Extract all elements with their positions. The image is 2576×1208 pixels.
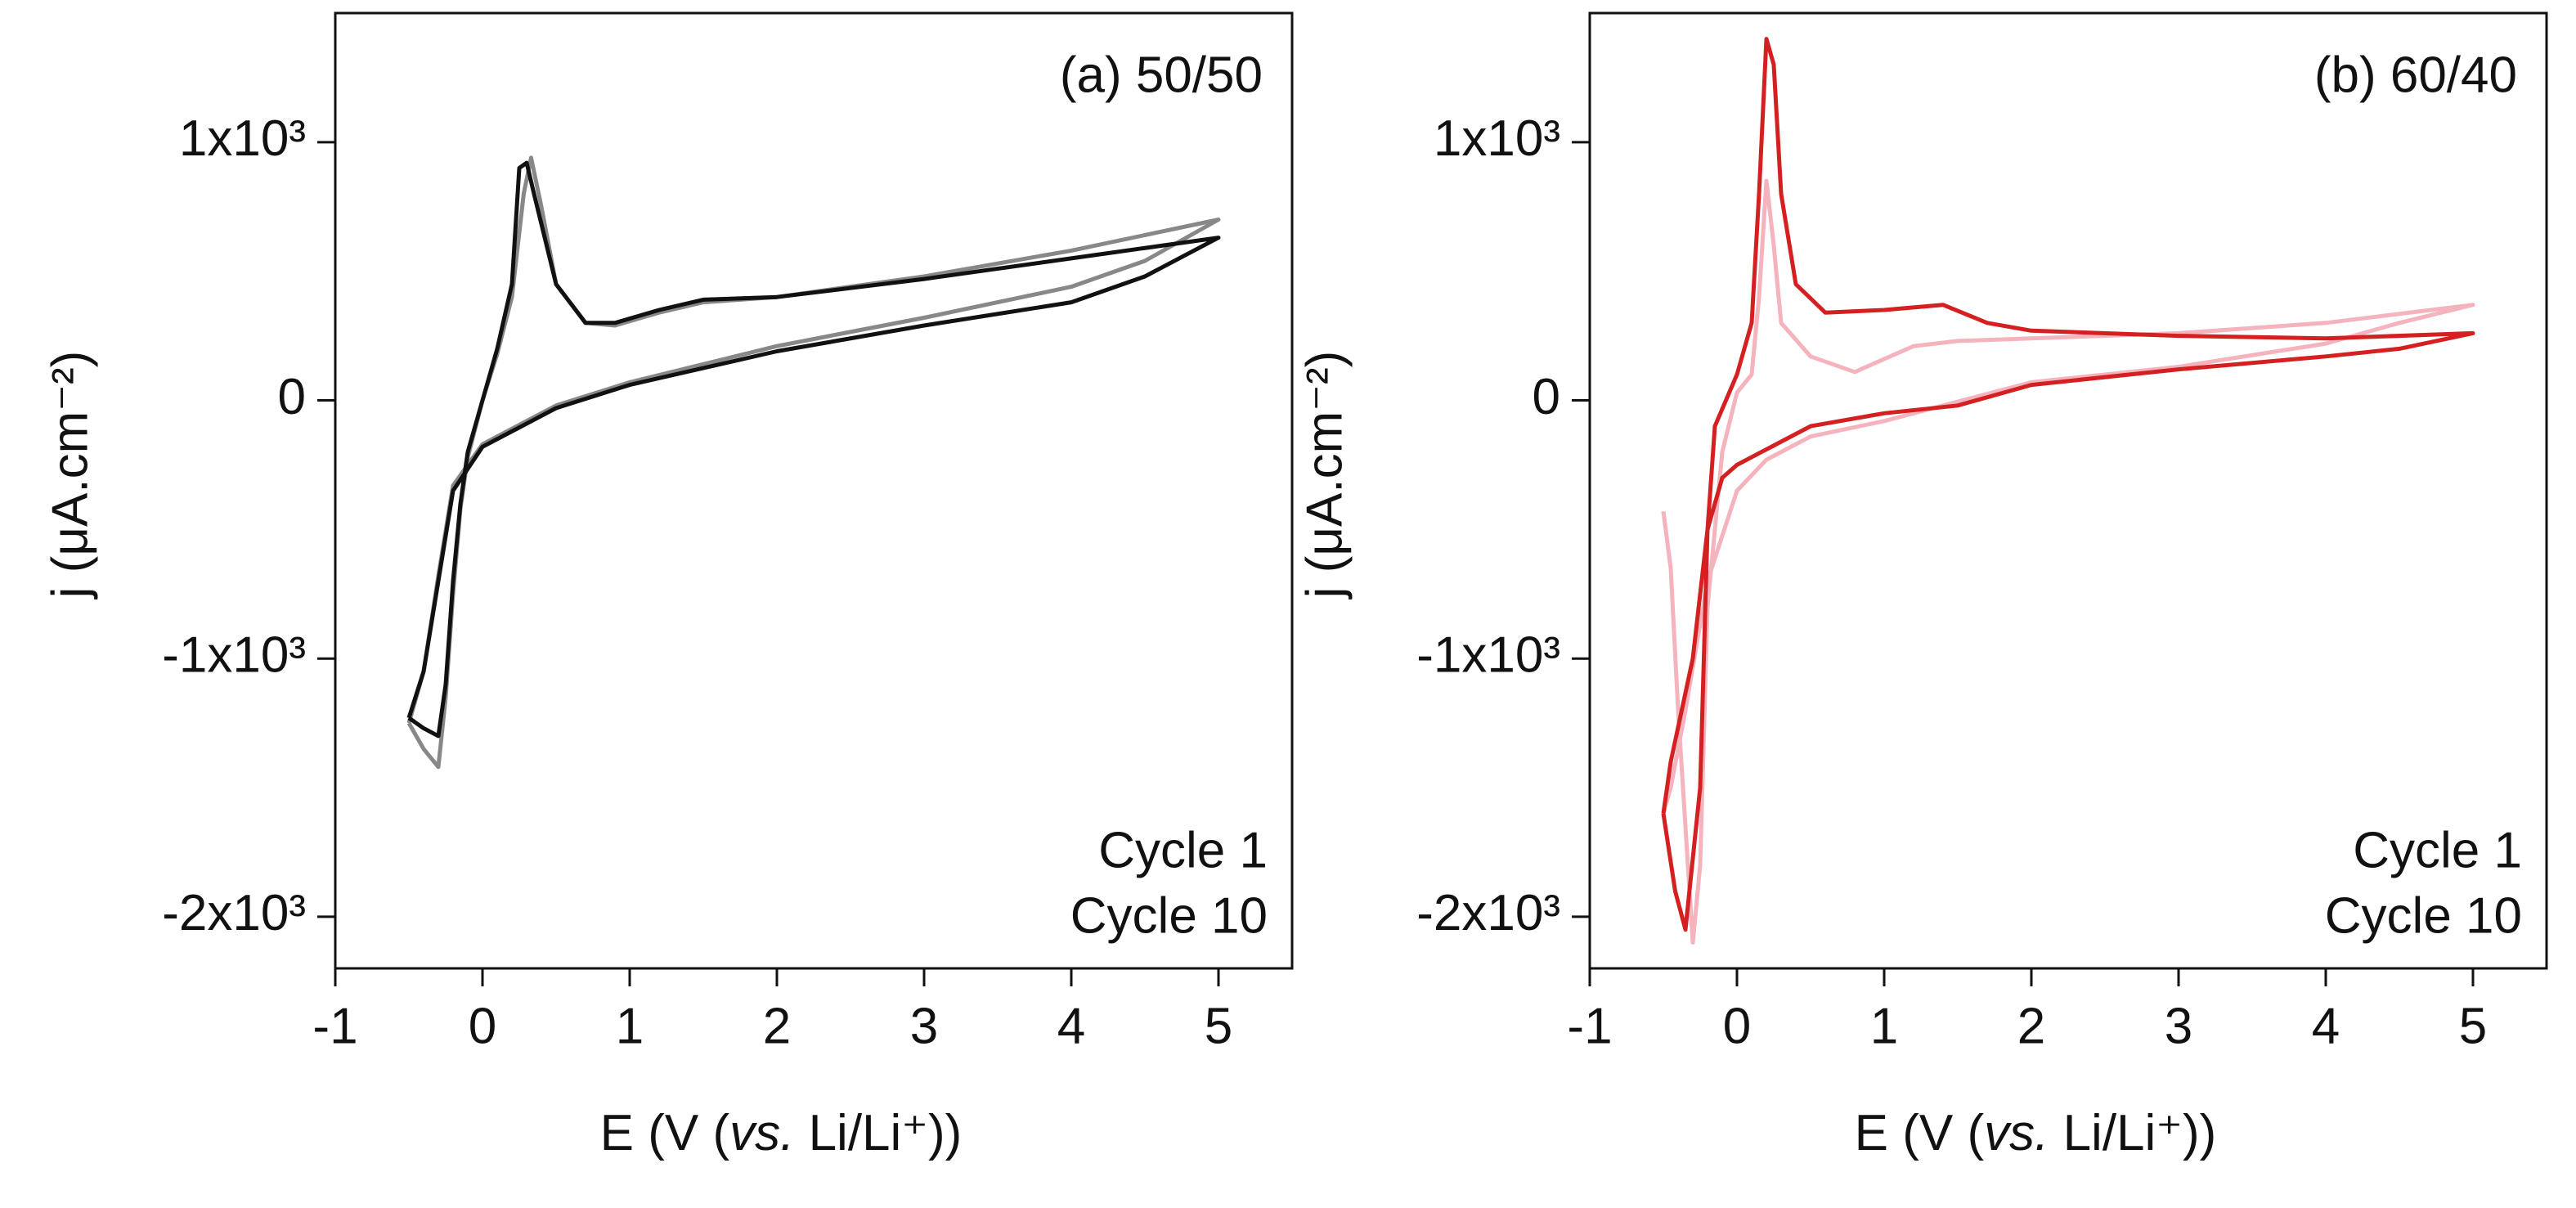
x-axis-label-part: E (V ( xyxy=(1855,1105,1985,1161)
legend-entry: Cycle 10 xyxy=(1070,887,1268,944)
x-tick-label: 3 xyxy=(910,998,938,1054)
y-tick-label: 0 xyxy=(278,369,306,425)
x-axis-label: E (V (vs. Li/Li⁺)) xyxy=(1855,1105,2217,1161)
x-tick-label: 5 xyxy=(2459,998,2487,1054)
data-line xyxy=(406,155,1221,770)
x-axis-label-part: vs. xyxy=(729,1105,794,1161)
y-axis-label: j (μA.cm⁻²) xyxy=(42,351,98,600)
x-axis-label-part: Li/Li⁺)) xyxy=(2049,1105,2216,1161)
y-tick-label: 0 xyxy=(1533,369,1560,425)
y-tick-label: 1x10³ xyxy=(179,110,306,167)
x-tick-label: 0 xyxy=(469,998,496,1054)
legend-entry: Cycle 10 xyxy=(2325,887,2522,944)
x-axis-label-part: vs. xyxy=(1984,1105,2049,1161)
x-tick-label: -1 xyxy=(1567,998,1612,1054)
data-line xyxy=(1661,37,2475,932)
x-tick-label: 4 xyxy=(2312,998,2340,1054)
panel-title: (a) 50/50 xyxy=(1060,47,1263,103)
y-tick-label: -2x10³ xyxy=(162,885,306,941)
legend-entry: Cycle 1 xyxy=(1098,822,1268,878)
data-line xyxy=(1661,178,2475,945)
y-tick-label: -2x10³ xyxy=(1416,885,1560,941)
x-tick-label: 1 xyxy=(616,998,644,1054)
x-tick-label: 5 xyxy=(1205,998,1232,1054)
panel-title: (b) 60/40 xyxy=(2314,47,2517,103)
x-tick-label: 2 xyxy=(763,998,791,1054)
x-axis-label: E (V (vs. Li/Li⁺)) xyxy=(600,1105,963,1161)
x-tick-label: 2 xyxy=(2017,998,2045,1054)
y-tick-label: 1x10³ xyxy=(1434,110,1560,167)
x-tick-label: 0 xyxy=(1723,998,1751,1054)
legend-entry: Cycle 1 xyxy=(2353,822,2522,878)
data-line xyxy=(406,160,1221,739)
plot-frame xyxy=(334,11,1294,970)
y-axis-label: j (μA.cm⁻²) xyxy=(1296,351,1353,600)
x-axis-label-part: Li/Li⁺)) xyxy=(794,1105,962,1161)
y-tick-label: -1x10³ xyxy=(162,627,306,684)
x-tick-label: 1 xyxy=(1870,998,1898,1054)
x-tick-label: -1 xyxy=(312,998,357,1054)
x-axis-label-part: E (V ( xyxy=(600,1105,730,1161)
y-tick-label: -1x10³ xyxy=(1416,627,1560,684)
x-tick-label: 3 xyxy=(2165,998,2192,1054)
plot-frame xyxy=(1588,11,2548,970)
x-tick-label: 4 xyxy=(1057,998,1085,1054)
